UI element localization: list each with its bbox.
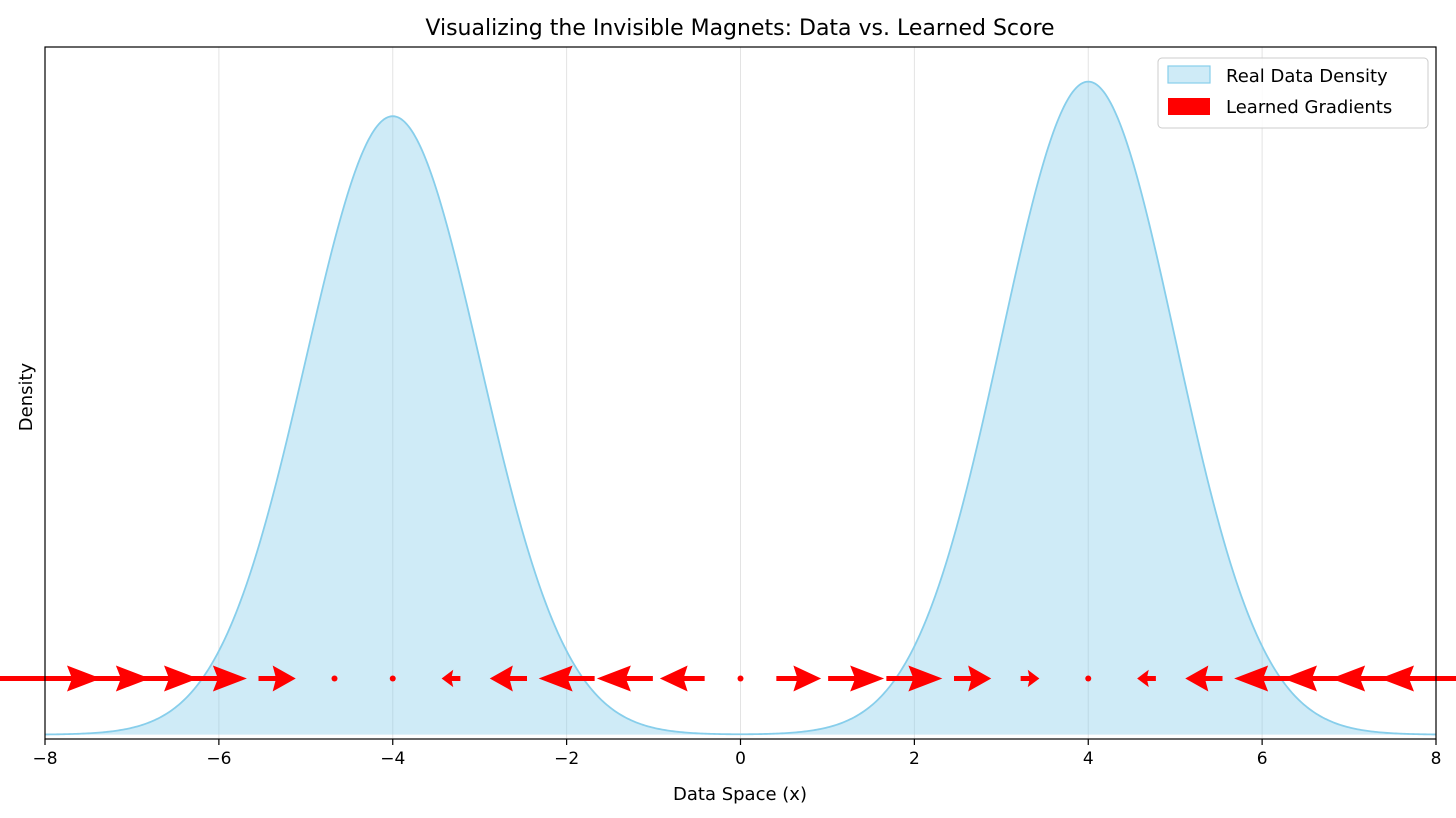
x-tick-label: 0: [735, 749, 746, 769]
x-tick-label: 8: [1431, 749, 1442, 769]
legend-label-gradients: Learned Gradients: [1226, 97, 1392, 118]
gradient-arrow: [190, 665, 247, 692]
density-line: [44, 80, 1437, 736]
gradient-arrow: [1020, 669, 1040, 688]
x-tick-label: −6: [206, 749, 231, 769]
x-tick-label: −2: [554, 749, 579, 769]
density-series: [44, 80, 1437, 736]
x-axis-label: Data Space (x): [673, 784, 807, 805]
gradient-arrow: [1234, 665, 1291, 692]
gradient-arrow: [737, 675, 744, 682]
gradient-arrow: [489, 665, 527, 692]
gradient-arrow: [1085, 675, 1092, 682]
legend-label-density: Real Data Density: [1226, 66, 1388, 87]
gradient-arrow: [776, 665, 822, 692]
x-tick-label: 6: [1257, 749, 1268, 769]
gradient-arrow: [596, 665, 653, 692]
gradient-arrow: [1185, 665, 1223, 692]
x-axis-ticks: −8 −6 −4 −2 0 2 4 6 8: [32, 739, 1441, 769]
gradient-arrow: [886, 665, 943, 692]
gradient-arrow: [258, 665, 296, 692]
chart-title: Visualizing the Invisible Magnets: Data …: [425, 16, 1054, 41]
gradient-arrow: [123, 665, 199, 692]
x-tick-label: 4: [1083, 749, 1094, 769]
gradient-arrow: [828, 665, 885, 692]
gradient-arrow: [538, 665, 595, 692]
legend: Real Data Density Learned Gradients: [1157, 57, 1429, 129]
gradient-arrow: [954, 665, 992, 692]
gradient-arrow: [1137, 669, 1156, 688]
legend-swatch-gradients: [1168, 98, 1210, 115]
legend-box: [1157, 57, 1429, 129]
gradient-arrow: [441, 669, 461, 688]
gradient-arrow: [1331, 665, 1425, 692]
x-tick-label: −4: [380, 749, 405, 769]
x-tick-label: −8: [32, 749, 57, 769]
gradient-arrow: [1380, 665, 1456, 692]
gradient-arrow: [56, 665, 150, 692]
y-axis-label: Density: [16, 362, 37, 431]
gradient-arrow: [389, 675, 396, 682]
x-tick-label: 2: [909, 749, 920, 769]
density-fill: [45, 81, 1436, 735]
gradient-arrow: [659, 665, 705, 692]
gradient-arrows: [0, 665, 1456, 692]
gradient-arrow: [0, 665, 101, 692]
gradient-arrow: [1282, 665, 1358, 692]
plot-background: [45, 47, 1436, 739]
legend-swatch-density: [1167, 65, 1211, 84]
gradient-arrow: [331, 675, 338, 682]
